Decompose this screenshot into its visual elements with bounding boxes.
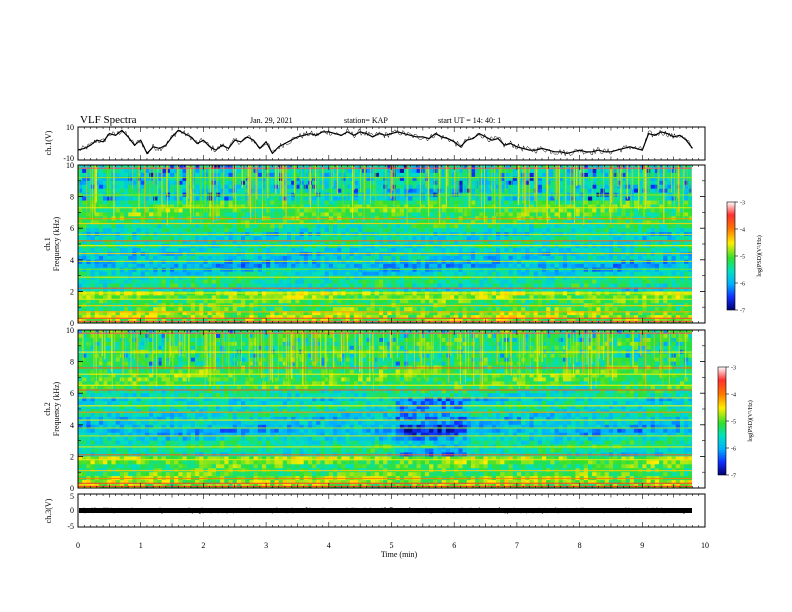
xtick-label: 1 [139,541,143,550]
ch3-ytick-top: 5 [70,492,74,501]
ch3-waveform-noise [78,506,692,515]
ytick-label: 8 [70,358,74,367]
xtick-label: 8 [578,541,582,550]
xtick-label: 5 [390,541,394,550]
ch2-spectrogram-panel: 0 2 4 6 8 10 ch.2 Frequency (kHz) [43,326,706,493]
colorbar-tick-label: -5 [731,420,736,426]
ytick-label: 0 [70,319,74,328]
ch3-waveform-ylabel: ch.3(V) [44,498,53,523]
ch2-channel-label: ch.2 [43,402,52,416]
ch2-spectrogram-image [78,330,705,488]
ch2-colorbar-gradient [717,366,727,476]
colorbar-tick-label: -7 [740,309,745,315]
xtick-label: 9 [640,541,644,550]
x-axis-label: Time (min) [381,550,418,559]
colorbar-tick-label: -6 [740,282,745,288]
ch3-waveform-band [79,508,692,513]
ch1-waveform-noise [78,128,692,157]
ch1-spectrogram-image [78,165,705,323]
xtick-label: 10 [701,541,709,550]
ch1-colorbar: -3 -4 -5 -6 -7 log(PSD)(V²/Hz) [726,201,763,315]
ytick-label: 6 [70,389,74,398]
start-time-label: start UT = 14: 40: 1 [438,116,501,125]
xtick-label: 4 [327,541,331,550]
ch1-waveform-panel: 10 -10 ch.1(V) [44,123,706,163]
ytick-label: 8 [70,193,74,202]
chart-title: VLF Spectra [80,114,137,126]
ch1-ytick-bottom: -10 [63,154,74,163]
ytick-label: 4 [70,421,74,430]
ch1-colorbar-label: log(PSD)(V²/Hz) [756,235,763,276]
colorbar-tick-label: -4 [740,228,745,234]
colorbar-tick-label: -3 [731,366,736,372]
ch2-colorbar: -3 -4 -5 -6 -7 log(PSD)(V²/Hz) [717,366,754,480]
ch1-waveform-ylabel: ch.1(V) [44,130,53,155]
ytick-label: 0 [70,484,74,493]
ch3-waveform-panel: 5 0 -5 ch.3(V) 0 1 2 3 4 5 6 7 8 9 10 Time (min) [44,492,709,559]
ch3-ytick-bottom: -5 [67,522,74,531]
colorbar-tick-label: -3 [740,201,745,207]
date-label: Jan. 29, 2021 [250,116,293,125]
colorbar-tick-label: -7 [731,474,736,480]
ytick-label: 2 [70,287,74,296]
ch1-ytick-top: 10 [66,123,74,132]
ytick-label: 4 [70,256,74,265]
ch1-frequency-label: Frequency (kHz) [52,216,61,271]
xtick-label: 6 [452,541,456,550]
ch1-colorbar-gradient [726,201,736,311]
ytick-label: 6 [70,224,74,233]
ch2-frequency-label: Frequency (kHz) [52,381,61,436]
ytick-label: 10 [66,326,74,335]
ch1-channel-label: ch.1 [43,237,52,251]
ch2-colorbar-label: log(PSD)(V²/Hz) [747,400,754,441]
xtick-label: 2 [201,541,205,550]
xtick-label: 7 [515,541,519,550]
ch3-ytick-mid: 0 [70,506,74,515]
colorbar-tick-label: -6 [731,447,736,453]
colorbar-tick-label: -5 [740,255,745,261]
xtick-label: 0 [76,541,80,550]
ytick-label: 10 [66,161,74,170]
xtick-label: 3 [264,541,268,550]
ch1-spectrogram-panel: 0 2 4 6 8 10 ch.1 Frequency (kHz) [43,161,706,328]
ytick-label: 2 [70,452,74,461]
colorbar-tick-label: -4 [731,393,736,399]
station-label: station= KAP [344,116,388,125]
